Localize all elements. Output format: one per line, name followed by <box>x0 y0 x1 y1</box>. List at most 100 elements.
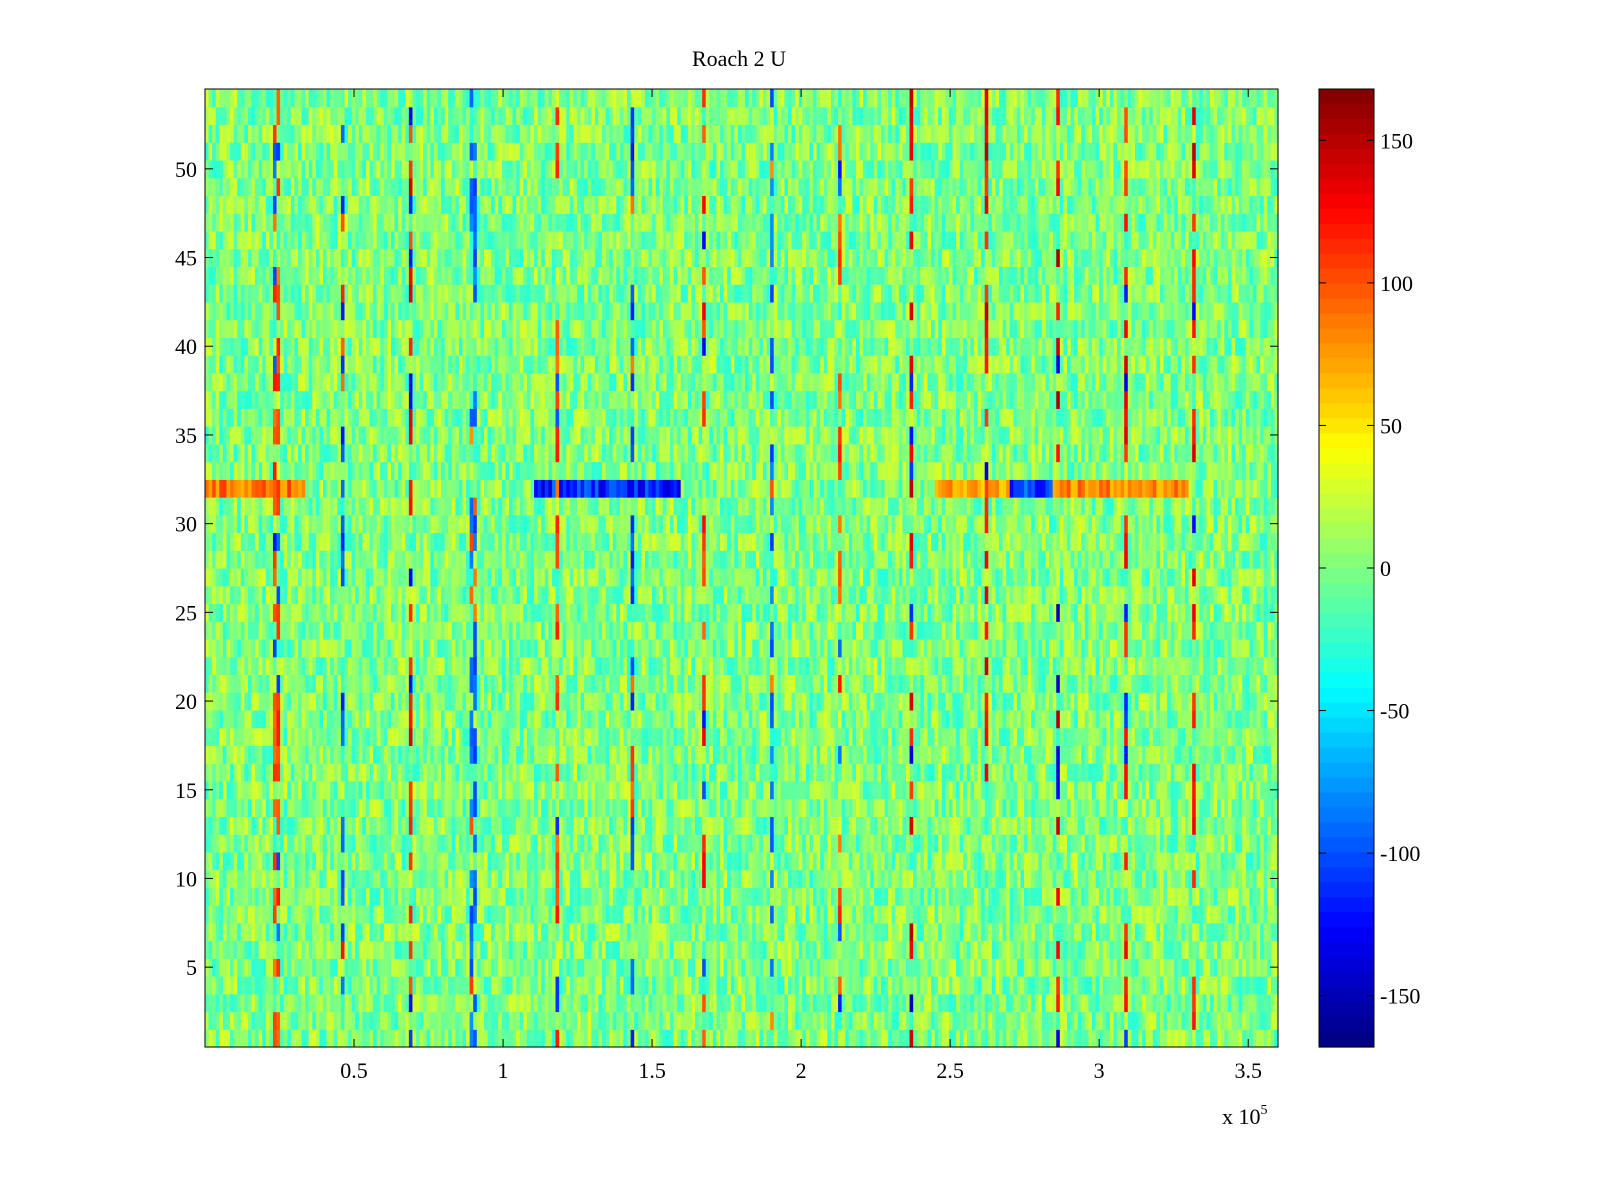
heatmap-cell <box>344 1011 349 1030</box>
heatmap-cell <box>426 1029 431 1048</box>
heatmap-cell <box>1117 869 1122 888</box>
heatmap-cell <box>981 905 986 924</box>
heatmap-cell <box>383 1011 389 1030</box>
heatmap-cell <box>788 940 793 959</box>
heatmap-cell <box>569 816 574 835</box>
heatmap-cell <box>834 869 839 888</box>
heatmap-cell <box>873 993 879 1013</box>
heatmap-cell <box>512 940 517 959</box>
heatmap-cell <box>1066 798 1072 817</box>
heatmap-cell <box>999 834 1004 853</box>
heatmap-cell <box>598 763 603 782</box>
heatmap-cell <box>348 851 353 871</box>
heatmap-cell <box>1024 763 1029 782</box>
heatmap-cell <box>823 745 828 764</box>
heatmap-cell <box>748 922 753 942</box>
heatmap-cell <box>1009 1029 1014 1048</box>
heatmap-cell <box>559 976 564 995</box>
heatmap-cell <box>462 1011 467 1030</box>
heatmap-cell <box>534 745 539 764</box>
heatmap-cell <box>505 976 510 995</box>
heatmap-cell <box>838 940 843 959</box>
heatmap-cell <box>594 780 600 800</box>
heatmap-cell <box>262 905 267 924</box>
heatmap-cell <box>355 763 360 782</box>
heatmap-cell <box>745 763 750 782</box>
heatmap-cell <box>219 780 224 800</box>
heatmap-cell <box>999 976 1004 995</box>
heatmap-cell <box>730 976 735 995</box>
heatmap-cell <box>541 922 546 942</box>
heatmap-cell <box>630 834 635 853</box>
heatmap-cell <box>1188 922 1193 942</box>
heatmap-cell <box>230 905 235 924</box>
heatmap-cell <box>877 940 882 959</box>
heatmap-cell <box>534 958 539 977</box>
heatmap-cell <box>1081 780 1086 800</box>
heatmap-cell <box>333 834 338 853</box>
heatmap-cell <box>1113 940 1118 959</box>
heatmap-cell <box>258 869 263 888</box>
heatmap-cell <box>319 834 324 853</box>
heatmap-cell <box>376 869 381 888</box>
heatmap-cell <box>1124 1029 1129 1048</box>
heatmap-cell <box>548 745 553 764</box>
heatmap-cell <box>1009 887 1014 906</box>
heatmap-cell <box>991 958 997 977</box>
heatmap-cell <box>805 940 811 959</box>
heatmap-cell <box>709 763 714 782</box>
heatmap-cell <box>877 1029 882 1048</box>
heatmap-cell <box>705 816 710 835</box>
heatmap-cell <box>884 1029 889 1048</box>
heatmap-cell <box>898 834 904 853</box>
heatmap-cell <box>1260 869 1265 888</box>
heatmap-cell <box>884 745 889 764</box>
heatmap-cell <box>398 905 403 924</box>
heatmap-cell <box>945 887 950 906</box>
heatmap-cell <box>956 780 961 800</box>
heatmap-cell <box>1077 976 1082 995</box>
heatmap-cell <box>1092 976 1097 995</box>
heatmap-cell <box>723 763 728 782</box>
heatmap-cell <box>723 816 728 835</box>
heatmap-cell <box>1074 869 1079 888</box>
heatmap-cell <box>602 1029 607 1048</box>
heatmap-cell <box>1106 887 1111 906</box>
heatmap-cell <box>1263 887 1268 906</box>
heatmap-cell <box>1045 922 1050 942</box>
heatmap-cell <box>330 851 335 871</box>
heatmap-cell <box>258 816 263 835</box>
heatmap-cell <box>605 922 610 942</box>
heatmap-cell <box>469 1011 474 1030</box>
heatmap-cell <box>505 763 510 782</box>
heatmap-cell <box>695 851 700 871</box>
heatmap-cell <box>612 869 617 888</box>
heatmap-cell <box>1034 1011 1039 1030</box>
heatmap-cell <box>616 1029 621 1048</box>
heatmap-cell <box>695 1011 700 1030</box>
heatmap-cell <box>544 816 549 835</box>
heatmap-cell <box>523 958 528 977</box>
heatmap-cell <box>1224 816 1229 835</box>
heatmap-cell <box>934 976 939 995</box>
heatmap-cell <box>308 763 313 782</box>
heatmap-cell <box>348 887 353 906</box>
heatmap-cell <box>698 834 703 853</box>
heatmap-cell <box>205 940 210 959</box>
heatmap-cell <box>348 976 353 995</box>
heatmap-cell <box>290 922 296 942</box>
heatmap-cell <box>798 763 803 782</box>
heatmap-cell <box>330 816 335 835</box>
heatmap-cell <box>1195 798 1200 817</box>
heatmap-cell <box>766 905 771 924</box>
heatmap-cell <box>437 798 442 817</box>
heatmap-cell <box>1145 958 1150 977</box>
heatmap-cell <box>637 1029 642 1048</box>
heatmap-cell <box>766 1029 771 1048</box>
heatmap-cell <box>344 887 349 906</box>
heatmap-cell <box>616 780 621 800</box>
heatmap-cell <box>648 993 653 1013</box>
heatmap-cell <box>340 905 346 924</box>
heatmap-cell <box>519 905 524 924</box>
heatmap-cell <box>458 887 464 906</box>
